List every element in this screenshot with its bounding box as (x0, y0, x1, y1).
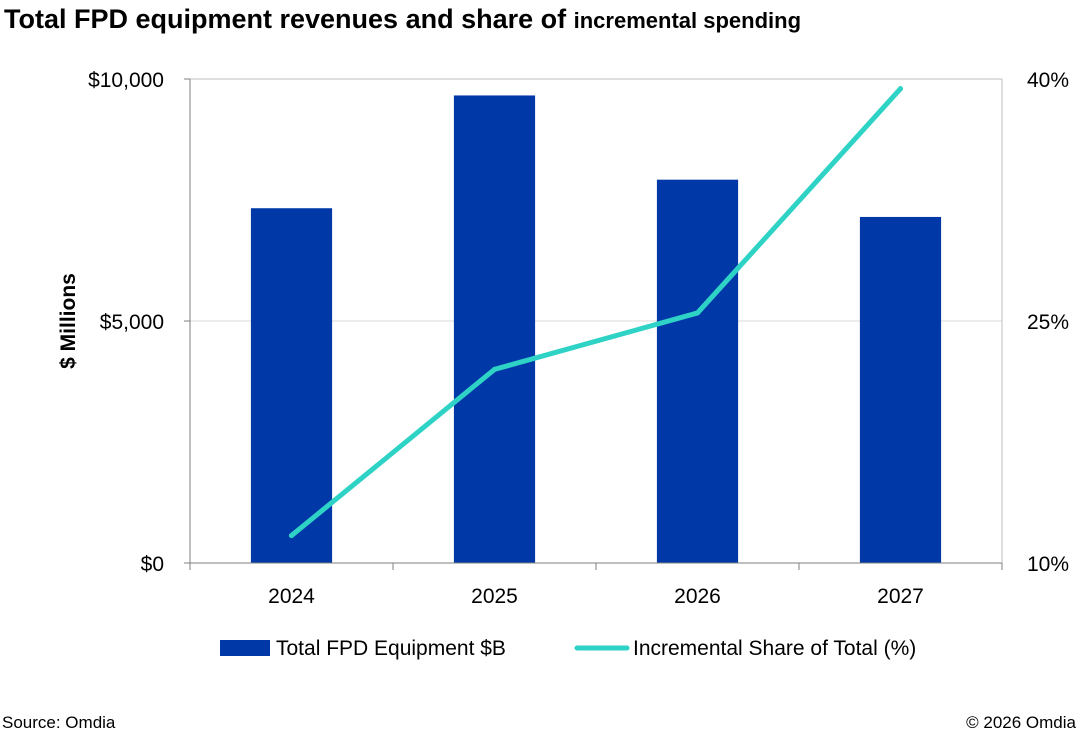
axis-layer (184, 78, 1003, 570)
x-tick-label: 2024 (268, 585, 315, 608)
line-point-2026 (695, 310, 700, 316)
x-tick-label: 2026 (674, 585, 721, 608)
y-tick-label: $0 (141, 553, 164, 576)
legend-label-bar: Total FPD Equipment $B (276, 637, 506, 660)
legend-label-line: Incremental Share of Total (%) (633, 637, 916, 660)
y-tick-label: $10,000 (88, 69, 164, 92)
bar-2027 (859, 216, 942, 563)
y2-tick-label: 25% (1027, 311, 1069, 334)
line-incremental-share (289, 86, 903, 539)
copyright-note: © 2026 Omdia (966, 713, 1076, 732)
legend: Total FPD Equipment $B Incremental Share … (220, 637, 916, 660)
chart-title-main: Total FPD equipment revenues and share o… (4, 4, 567, 34)
line-point-2024 (289, 533, 294, 539)
bar-layer (250, 95, 942, 564)
y2-tick-label: 10% (1027, 553, 1069, 576)
chart-title: Total FPD equipment revenues and share o… (4, 4, 801, 35)
y-tick-label: $5,000 (100, 311, 164, 334)
line-point-2027 (898, 86, 903, 92)
line-layer (289, 86, 903, 539)
bar-2025 (453, 95, 536, 564)
legend-swatch-bar (220, 640, 270, 656)
y2-tick-label: 40% (1027, 69, 1069, 92)
x-tick-label: 2025 (471, 585, 518, 608)
source-note: Source: Omdia (2, 713, 116, 732)
label-layer: $0 $5,000 $10,000 10% 25% 40% 2024 2025 2026 2027… (57, 69, 1069, 608)
chart-title-sub: incremental spending (573, 8, 802, 33)
bar-2026 (656, 179, 739, 563)
bar-2024 (250, 208, 333, 563)
x-tick-label: 2027 (877, 585, 924, 608)
line-point-2025 (492, 366, 497, 372)
y-axis-title: $ Millions (57, 273, 80, 369)
